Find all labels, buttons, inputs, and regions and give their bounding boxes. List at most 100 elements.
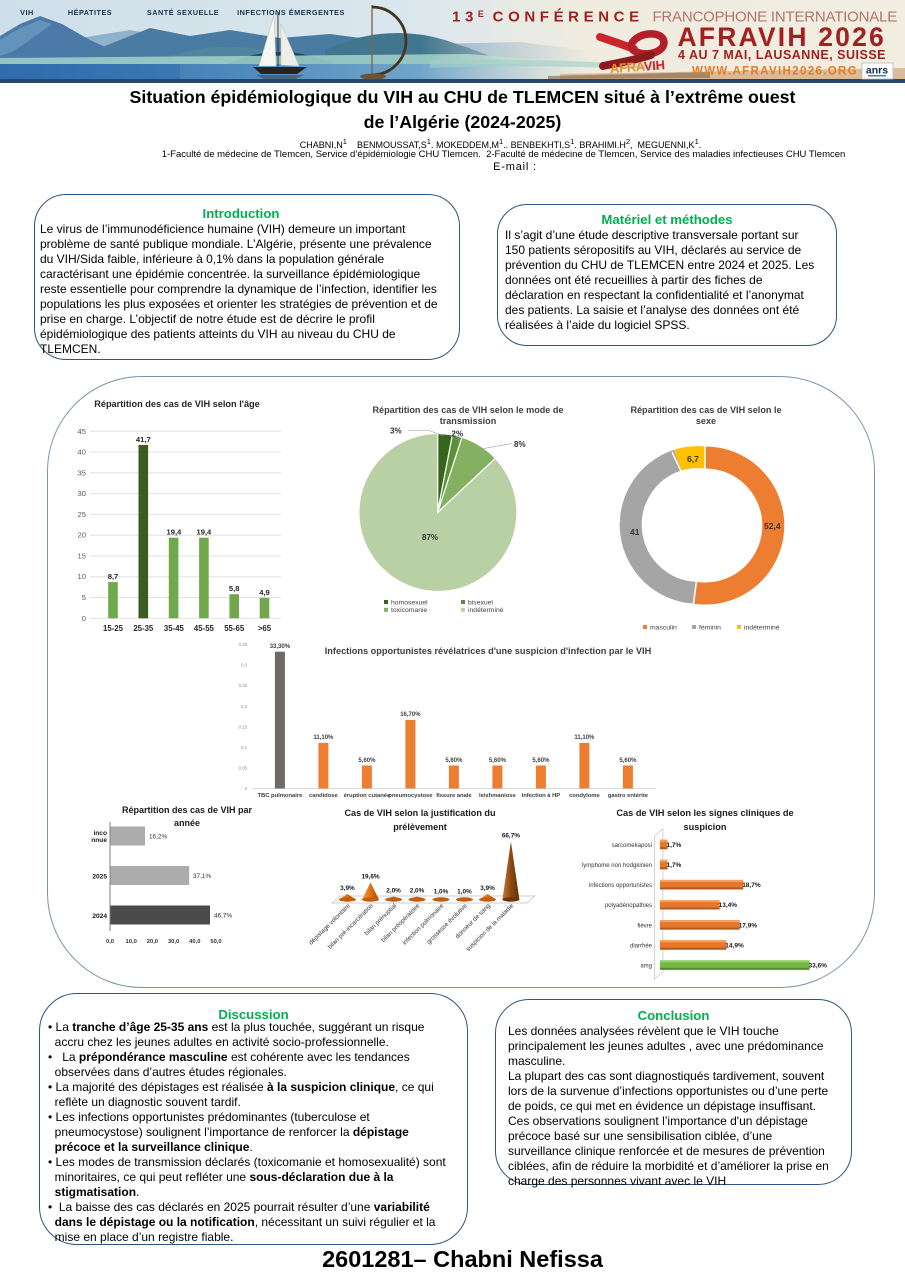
svg-text:0,35: 0,35 xyxy=(239,642,248,647)
svg-text:1,7%: 1,7% xyxy=(667,862,682,869)
svg-text:11,10%: 11,10% xyxy=(313,735,334,741)
svg-text:masculin: masculin xyxy=(650,624,677,631)
svg-text:HÉPATITES: HÉPATITES xyxy=(68,8,112,17)
svg-text:40: 40 xyxy=(78,448,86,457)
svg-text:candidose: candidose xyxy=(309,793,338,799)
svg-text:Cas de VIH selon les signes cl: Cas de VIH selon les signes cliniques de xyxy=(616,808,793,818)
svg-text:15-25: 15-25 xyxy=(103,624,124,633)
svg-text:16,70%: 16,70% xyxy=(400,712,421,718)
svg-text:19,4: 19,4 xyxy=(167,528,183,537)
svg-text:3%: 3% xyxy=(390,427,402,436)
svg-text:polyadénopathies: polyadénopathies xyxy=(605,903,652,909)
svg-text:diarrhée: diarrhée xyxy=(630,943,653,949)
svg-text:éruption cutanée: éruption cutanée xyxy=(344,793,391,799)
svg-text:suspicion: suspicion xyxy=(684,822,727,832)
svg-text:indéterminé: indéterminé xyxy=(468,607,504,614)
svg-text:52,4: 52,4 xyxy=(764,521,781,531)
svg-text:37,1%: 37,1% xyxy=(193,873,211,880)
svg-text:suspicion de la maladie: suspicion de la maladie xyxy=(465,902,516,953)
svg-text:5,8: 5,8 xyxy=(229,584,240,593)
svg-text:45-55: 45-55 xyxy=(194,624,215,633)
svg-text:condylome: condylome xyxy=(569,793,600,799)
svg-text:55-65: 55-65 xyxy=(224,624,245,633)
svg-text:20,0: 20,0 xyxy=(147,939,158,945)
svg-text:sexe: sexe xyxy=(696,416,716,426)
svg-text:dépistage volontaire: dépistage volontaire xyxy=(308,902,353,947)
svg-text:4,9: 4,9 xyxy=(259,588,270,597)
svg-text:41: 41 xyxy=(630,527,640,537)
svg-text:anrs: anrs xyxy=(866,65,888,77)
svg-text:infections opportunistes: infections opportunistes xyxy=(589,883,652,889)
svg-text:toxicomanie: toxicomanie xyxy=(391,607,427,614)
svg-text:0,25: 0,25 xyxy=(239,683,248,688)
svg-text:13E CONFÉRENCE FRANCOPHONE INT: 13E CONFÉRENCE FRANCOPHONE INTERNATIONAL… xyxy=(452,9,897,26)
svg-text:0,3: 0,3 xyxy=(241,663,248,668)
svg-text:2024: 2024 xyxy=(92,913,107,920)
svg-text:25: 25 xyxy=(78,510,86,519)
svg-text:fissure anale: fissure anale xyxy=(436,793,472,799)
svg-text:infection pulmonaire: infection pulmonaire xyxy=(401,902,446,947)
svg-text:45: 45 xyxy=(78,427,86,436)
svg-text:10: 10 xyxy=(78,572,86,581)
svg-text:fièvre: fièvre xyxy=(637,923,652,929)
svg-text:sarcomekaposi: sarcomekaposi xyxy=(612,843,652,849)
svg-text:50,0: 50,0 xyxy=(210,939,221,945)
svg-text:5: 5 xyxy=(82,593,86,602)
svg-text:87%: 87% xyxy=(422,533,438,542)
svg-text:bisexuel: bisexuel xyxy=(468,599,493,606)
svg-text:33,6%: 33,6% xyxy=(809,963,828,970)
svg-text:3,9%: 3,9% xyxy=(480,885,495,892)
svg-text:VIH: VIH xyxy=(20,8,34,17)
svg-text:2%: 2% xyxy=(452,430,464,439)
svg-text:6,7: 6,7 xyxy=(687,454,699,464)
svg-text:SANTÉ SEXUELLE: SANTÉ SEXUELLE xyxy=(147,8,219,17)
svg-text:Infections opportunistes révél: Infections opportunistes révélatrices d'… xyxy=(325,646,652,656)
svg-text:indéterminé: indéterminé xyxy=(744,624,780,631)
svg-text:35-45: 35-45 xyxy=(164,624,185,633)
svg-text:Répartition des cas de VIH par: Répartition des cas de VIH par xyxy=(122,805,253,815)
svg-text:5,60%: 5,60% xyxy=(619,758,637,764)
svg-text:11,10%: 11,10% xyxy=(574,735,595,741)
svg-text:5,60%: 5,60% xyxy=(358,758,376,764)
svg-text:13,4%: 13,4% xyxy=(719,902,738,909)
svg-text:25-35: 25-35 xyxy=(133,624,154,633)
svg-text:transmission: transmission xyxy=(440,416,497,426)
svg-text:gastro entérite: gastro entérite xyxy=(608,793,649,799)
svg-text:Répartition des cas de VIH sel: Répartition des cas de VIH selon le mode… xyxy=(372,405,563,415)
svg-text:Cas de VIH selon la justificat: Cas de VIH selon la justification du xyxy=(344,808,495,818)
svg-text:2,0%: 2,0% xyxy=(386,888,401,895)
svg-text:2025: 2025 xyxy=(92,874,107,881)
svg-text:0,1: 0,1 xyxy=(241,745,248,750)
svg-text:8,7: 8,7 xyxy=(108,572,119,581)
svg-text:0,05: 0,05 xyxy=(239,766,248,771)
svg-text:40,0: 40,0 xyxy=(189,939,200,945)
svg-text:féminin: féminin xyxy=(699,624,721,631)
svg-text:33,30%: 33,30% xyxy=(270,644,291,650)
svg-text:1,7%: 1,7% xyxy=(667,842,682,849)
svg-text:nnue: nnue xyxy=(91,837,107,844)
svg-text:1,0%: 1,0% xyxy=(434,889,449,896)
svg-text:3,9%: 3,9% xyxy=(340,885,355,892)
svg-text:14,9%: 14,9% xyxy=(725,942,744,949)
svg-text:AFRAVIH: AFRAVIH xyxy=(609,57,665,76)
svg-text:TBC pulmonaire: TBC pulmonaire xyxy=(258,793,304,799)
svg-text:10,0: 10,0 xyxy=(126,939,137,945)
svg-text:17,9%: 17,9% xyxy=(739,922,758,929)
svg-text:Répartition des cas de VIH sel: Répartition des cas de VIH selon l'âge xyxy=(94,399,260,409)
svg-text:2,0%: 2,0% xyxy=(410,888,425,895)
svg-text:homosexuel: homosexuel xyxy=(391,599,428,606)
svg-text:Répartition des cas de VIH sel: Répartition des cas de VIH selon le xyxy=(630,405,781,415)
svg-text:16,2%: 16,2% xyxy=(149,834,167,841)
svg-text:41,7: 41,7 xyxy=(136,435,151,444)
svg-text:prélèvement: prélèvement xyxy=(393,822,447,832)
svg-text:35: 35 xyxy=(78,468,86,477)
svg-text:1,0%: 1,0% xyxy=(457,889,472,896)
svg-text:30: 30 xyxy=(78,489,86,498)
svg-text:AFRAVIH 2026: AFRAVIH 2026 xyxy=(677,22,886,52)
svg-text:0: 0 xyxy=(245,786,248,791)
svg-text:infection à HP: infection à HP xyxy=(522,793,561,799)
svg-text:19,6%: 19,6% xyxy=(361,874,379,881)
svg-text:>65: >65 xyxy=(258,624,272,633)
svg-text:5,60%: 5,60% xyxy=(445,758,463,764)
svg-text:lymphome non hodgkinien: lymphome non hodgkinien xyxy=(582,863,652,869)
